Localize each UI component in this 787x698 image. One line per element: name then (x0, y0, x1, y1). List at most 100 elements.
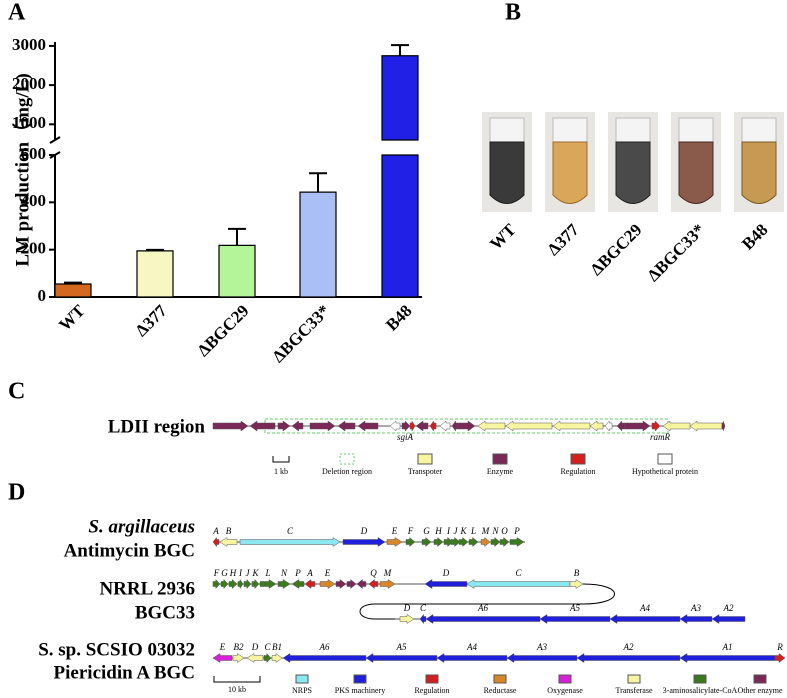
gene-label: sgiA (397, 432, 414, 442)
legend-label: NRPS (292, 686, 312, 695)
gene-label: G (221, 568, 228, 578)
gene-label: G (423, 526, 430, 536)
tube-label: ΔBGC29 (587, 220, 646, 279)
legend-label: Oxygenase (547, 686, 583, 695)
gene-arrow (337, 420, 356, 432)
panel-label: C (8, 379, 25, 405)
gene-arrow (679, 653, 776, 663)
legend-label: Regulation (414, 686, 449, 695)
gene-arrow (415, 420, 429, 432)
error-bar (391, 44, 409, 56)
gene-arrow (219, 537, 238, 547)
gene-arrow (433, 536, 444, 548)
gene-label: A2 (723, 603, 734, 613)
y-tick-label: 0 (38, 286, 47, 305)
gene-arrow (509, 537, 525, 547)
bar (54, 283, 92, 298)
gene-arrow (419, 613, 427, 625)
legend-label: 10 kb (228, 685, 246, 694)
gene-arrow (589, 420, 604, 432)
tube-liquid (615, 141, 651, 204)
y-tick-label: 200 (21, 239, 47, 258)
tube-liquid (552, 141, 588, 204)
gene-label: ramR (650, 432, 671, 442)
gene-label: D (360, 526, 368, 536)
gene-arrow (409, 420, 416, 432)
gene-label: A4 (466, 642, 477, 652)
gene-arrow (604, 420, 613, 432)
gene-arrow (251, 578, 260, 590)
gene-label: B1 (272, 642, 282, 652)
legend-swatch (353, 674, 367, 684)
gene-arrow (711, 614, 746, 624)
gene-arrow (436, 653, 508, 663)
gene-arrow (239, 537, 341, 547)
legend-swatch (753, 674, 767, 684)
cluster-name: Antimycin BGC (64, 540, 195, 561)
gene-label: L (470, 526, 476, 536)
gene-arrow (309, 420, 336, 432)
gene-arrow (212, 578, 221, 590)
gene-label: P (513, 526, 520, 536)
legend-swatch (493, 674, 507, 684)
gene-arrow (212, 420, 249, 432)
bar (381, 55, 419, 298)
gene-label: N (491, 526, 499, 536)
y-tick-label: 400 (21, 191, 47, 210)
gene-arrow (429, 420, 437, 432)
cluster-name: Piericidin A BGC (54, 662, 195, 683)
gene-arrow (319, 579, 336, 589)
gene-arrow (237, 578, 244, 590)
gene-arrow (539, 614, 611, 624)
legend-swatch (657, 453, 673, 465)
x-tick-label: Δ377 (132, 301, 171, 340)
gene-label: B (226, 526, 232, 536)
gene-arrow (304, 579, 316, 589)
gene-label: A1 (722, 642, 733, 652)
gene-label: A4 (639, 603, 650, 613)
tube-label: ΔBGC33* (644, 220, 709, 285)
tube-liquid (678, 141, 714, 204)
gene-label: F (213, 568, 220, 578)
gene-label: A6 (319, 642, 330, 652)
y-tick-label: 3000 (12, 35, 46, 54)
gene-arrow (212, 536, 220, 548)
gene-label: N (280, 568, 288, 578)
x-tick-label: ΔBGC29 (194, 301, 253, 360)
legend-label: Enzyme (487, 467, 514, 476)
gene-arrow (457, 420, 476, 432)
legend-label: Reductase (484, 686, 517, 695)
legend-label: 3-aminosalicylate-CoA (663, 686, 738, 695)
gene-arrow (443, 536, 454, 548)
gene-label: K (459, 526, 467, 536)
gene-arrow (401, 420, 411, 432)
gene-arrow (249, 420, 276, 432)
gene-label: P (294, 568, 301, 578)
gene-arrow (468, 536, 479, 548)
tube-liquid (489, 141, 525, 204)
gene-arrow (480, 536, 491, 548)
tube-top (741, 117, 777, 143)
gene-arrow (368, 578, 379, 590)
gene-label: A5 (569, 603, 580, 613)
tube-top (489, 117, 525, 143)
gene-arrow (243, 578, 252, 590)
gene-arrow (774, 653, 786, 663)
gene-label: M (481, 526, 490, 536)
legend-label: Other enzyme (737, 686, 783, 695)
gene-arrow (291, 420, 304, 432)
legend-label: 1 kb (274, 467, 288, 476)
gene-label: A3 (690, 603, 701, 613)
gene-label: D (442, 568, 450, 578)
gene-arrow (357, 420, 379, 432)
gene-arrow (282, 653, 367, 663)
bar (218, 244, 256, 298)
gene-arrow (499, 536, 510, 548)
gene-arrow (624, 420, 651, 432)
gene-label: A6 (477, 603, 488, 613)
gene-label: C (515, 568, 522, 578)
panel-label: D (8, 480, 25, 506)
legend-label: PKS machinery (335, 686, 385, 695)
gene-arrow (389, 420, 401, 432)
gene-arrow (651, 420, 661, 432)
